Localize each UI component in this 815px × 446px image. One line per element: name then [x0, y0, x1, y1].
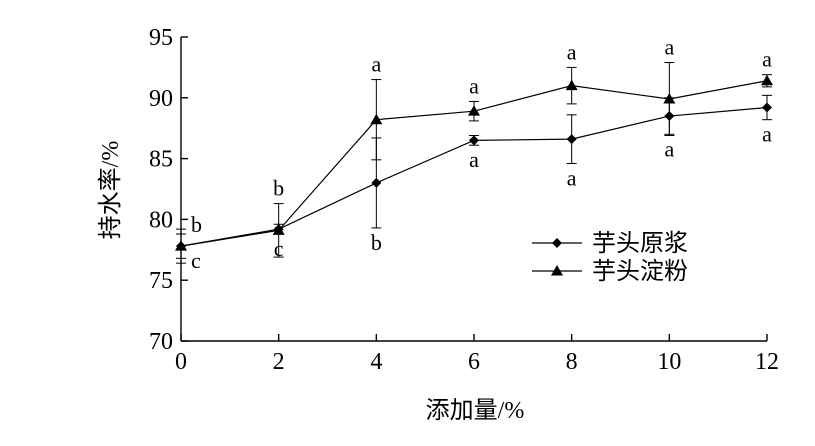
- significance-letter: a: [567, 39, 577, 64]
- significance-letter: b: [371, 230, 382, 255]
- significance-letter: c: [274, 236, 284, 261]
- data-point: [272, 224, 285, 235]
- series-line-1: [180, 106, 768, 247]
- data-point: [566, 134, 577, 145]
- legend-label: 芋头原浆: [592, 230, 688, 257]
- data-point: [469, 135, 479, 146]
- data-point: [175, 240, 187, 251]
- y-tick-label: 90: [149, 86, 173, 112]
- x-tick-label: 4: [370, 349, 382, 375]
- significance-letter: a: [664, 136, 674, 161]
- y-tick-label: 85: [149, 147, 173, 173]
- data-point: [468, 105, 480, 116]
- y-tick-label: 80: [149, 207, 173, 233]
- significance-letter: b: [191, 212, 202, 237]
- data-point: [663, 93, 676, 104]
- data-point: [664, 111, 675, 122]
- data-point: [370, 113, 383, 125]
- data-point: [762, 102, 772, 113]
- axes: 70 75 80 85 90 95 0 2 4 6 8 10 12: [149, 25, 779, 375]
- significance-letter: a: [371, 52, 381, 77]
- y-tick-label: 95: [149, 25, 173, 51]
- data-markers: [175, 74, 773, 252]
- legend-label: 芋头淀粉: [592, 258, 688, 285]
- data-point: [371, 177, 382, 188]
- y-tick-label: 70: [149, 329, 173, 355]
- significance-letter: c: [191, 248, 201, 273]
- significance-letter: a: [762, 122, 772, 147]
- y-axis-title: 持水率/%: [97, 141, 124, 240]
- data-point: [761, 74, 773, 86]
- significance-letter: b: [273, 176, 284, 201]
- x-tick-label: 12: [755, 349, 779, 375]
- significance-letter: a: [567, 165, 577, 190]
- x-tick-label: 8: [566, 349, 578, 375]
- significance-letter: a: [664, 35, 674, 60]
- x-axis-title: 添加量/%: [426, 397, 525, 424]
- significance-letter: a: [469, 73, 479, 98]
- y-tick-label: 75: [149, 268, 173, 294]
- x-tick-label: 0: [175, 349, 187, 375]
- significance-letter: a: [469, 147, 479, 172]
- significance-letter: a: [762, 47, 772, 72]
- data-point: [565, 79, 578, 91]
- legend-marker: [552, 238, 562, 248]
- x-tick-label: 2: [273, 349, 285, 375]
- x-tick-label: 10: [657, 349, 681, 375]
- legend-marker: [551, 265, 563, 276]
- x-tick-label: 6: [468, 349, 480, 375]
